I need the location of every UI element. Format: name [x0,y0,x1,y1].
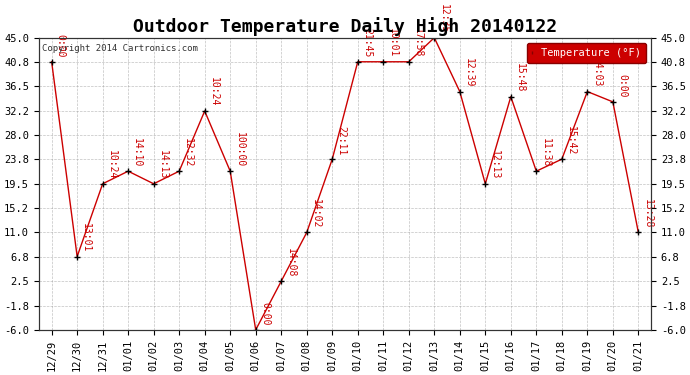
Text: 15:48: 15:48 [515,63,525,93]
Text: 13:01: 13:01 [81,223,91,252]
Text: 12:13: 12:13 [489,150,500,180]
Text: 10:01: 10:01 [387,28,397,58]
Text: 17:58: 17:58 [413,28,423,58]
Text: 10:24: 10:24 [209,78,219,107]
Text: 12:32: 12:32 [184,138,193,167]
Text: 11:38: 11:38 [540,138,551,167]
Text: 22:11: 22:11 [337,126,346,155]
Text: 14:03: 14:03 [591,58,602,87]
Text: 0:00: 0:00 [260,302,270,326]
Text: 10:24: 10:24 [107,150,117,180]
Text: 15:42: 15:42 [566,126,576,155]
Text: 14:10: 14:10 [132,138,142,167]
Text: 12:39: 12:39 [464,58,474,87]
Text: 21:45: 21:45 [362,28,372,58]
Text: 100:00: 100:00 [235,132,244,167]
Text: 14:08: 14:08 [286,248,295,277]
Text: 0:00: 0:00 [56,34,66,58]
Text: 14:02: 14:02 [311,199,321,228]
Text: Copyright 2014 Cartronics.com: Copyright 2014 Cartronics.com [42,44,198,52]
Text: 14:13: 14:13 [158,150,168,180]
Text: 0:00: 0:00 [617,74,627,98]
Title: Outdoor Temperature Daily High 20140122: Outdoor Temperature Daily High 20140122 [133,17,557,36]
Text: 12:35: 12:35 [438,4,449,33]
Text: 13:28: 13:28 [642,199,653,228]
Legend: Temperature (°F): Temperature (°F) [527,43,646,63]
